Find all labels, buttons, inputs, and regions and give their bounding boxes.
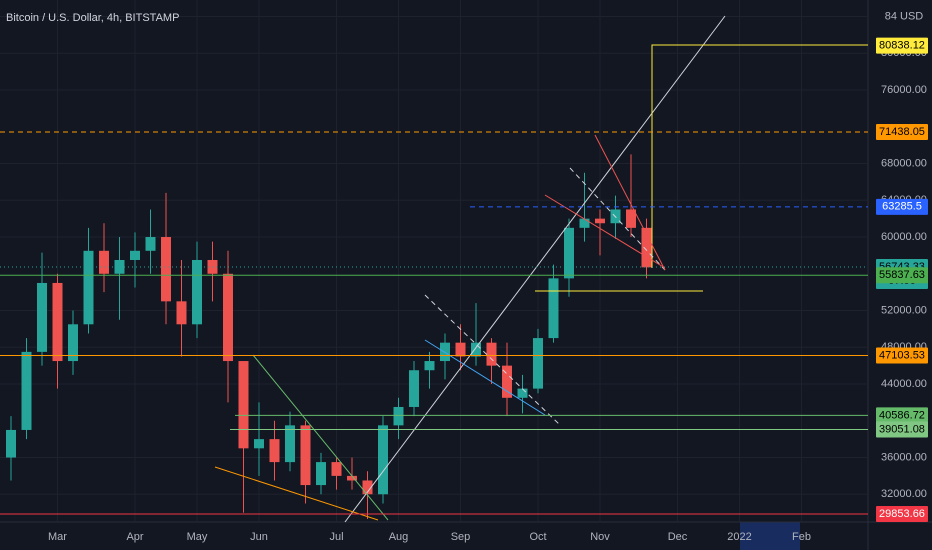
x-tick-label: Aug xyxy=(389,531,409,543)
price-label-box xyxy=(876,505,928,522)
candle-body xyxy=(68,324,78,362)
candle-body xyxy=(502,365,512,398)
x-tick-label: Feb xyxy=(792,531,811,543)
y-tick-label: 76000.00 xyxy=(881,84,927,96)
candle-body xyxy=(316,462,326,486)
x-tick-label: Nov xyxy=(590,531,610,543)
x-tick-label: Dec xyxy=(668,531,688,543)
price-label-box xyxy=(876,198,928,215)
candle-body xyxy=(641,227,652,268)
candle-body xyxy=(223,273,233,362)
candle-body xyxy=(517,388,528,398)
trend-line xyxy=(252,354,389,521)
candle-body xyxy=(548,278,559,339)
candle-body xyxy=(533,338,543,389)
candle-body xyxy=(21,351,32,430)
price-label: 40586.72 xyxy=(879,409,925,421)
price-label-box xyxy=(876,421,928,438)
x-tick-label: Jun xyxy=(250,531,268,543)
x-tick-label: Oct xyxy=(529,531,546,543)
x-tick-label: Mar xyxy=(48,531,67,543)
x-tick-label: Apr xyxy=(126,531,143,543)
candle-body xyxy=(161,237,171,302)
y-tick-label: 52000.00 xyxy=(881,304,927,316)
candle-body xyxy=(393,406,404,426)
y-tick-label: 60000.00 xyxy=(881,231,927,243)
candle-body xyxy=(114,259,125,274)
candle-body xyxy=(564,227,574,279)
price-label-box xyxy=(876,347,928,364)
candle-body xyxy=(145,237,156,251)
candle-body xyxy=(347,475,357,481)
channel-line xyxy=(424,294,561,426)
x-tick-label: Jul xyxy=(329,531,343,543)
price-label-box xyxy=(876,123,928,140)
candle-body xyxy=(626,209,636,228)
trend-line xyxy=(214,466,379,521)
y-tick-label: 36000.00 xyxy=(881,451,927,463)
channel-line xyxy=(424,339,546,416)
candle-body xyxy=(300,425,311,486)
chart-title: Bitcoin / U.S. Dollar, 4h, BITSTAMP xyxy=(6,12,179,24)
candle-body xyxy=(409,370,419,407)
range-highlight xyxy=(740,522,800,550)
trend-line xyxy=(594,134,666,271)
price-label: 47103.53 xyxy=(879,349,925,361)
x-tick-label: Sep xyxy=(451,531,471,543)
price-label: 55837.63 xyxy=(879,269,925,281)
y-tick-label: 68000.00 xyxy=(881,157,927,169)
y-tick-label: 84 USD xyxy=(885,10,924,22)
candle-body xyxy=(440,342,450,362)
candle-body xyxy=(99,250,109,274)
candle-body xyxy=(269,439,280,463)
candle-body xyxy=(254,439,264,449)
y-tick-label: 44000.00 xyxy=(881,378,927,390)
price-label: 80838.12 xyxy=(879,39,925,51)
candle-body xyxy=(595,218,605,224)
candle-body xyxy=(130,250,140,260)
price-label: 29853.66 xyxy=(879,508,925,520)
candle-body xyxy=(486,342,497,366)
candle-body xyxy=(424,361,435,371)
candle-body xyxy=(6,429,16,458)
x-tick-label: May xyxy=(187,531,208,543)
trend-line xyxy=(344,15,726,523)
target-line xyxy=(651,44,868,268)
price-label-box xyxy=(876,37,928,54)
candle-body xyxy=(471,342,481,357)
candle-body xyxy=(176,301,187,325)
candle-body xyxy=(362,480,373,495)
candle-body xyxy=(52,282,63,362)
price-label-box xyxy=(876,407,928,424)
candle-body xyxy=(192,259,202,325)
price-label: 63285.5 xyxy=(882,201,922,213)
price-label: 39051.08 xyxy=(879,423,925,435)
candle-body xyxy=(579,218,590,228)
price-label: 71438.05 xyxy=(879,126,925,138)
candle-body xyxy=(37,282,47,352)
price-label-box xyxy=(876,267,928,284)
candle-body xyxy=(285,425,295,463)
candle-body xyxy=(83,250,94,325)
candle-body xyxy=(455,342,466,357)
candle-body xyxy=(238,361,249,449)
candle-body xyxy=(378,425,388,495)
x-tick-label: 2022 xyxy=(727,531,751,543)
y-tick-label: 32000.00 xyxy=(881,488,927,500)
candle-body xyxy=(331,462,342,476)
